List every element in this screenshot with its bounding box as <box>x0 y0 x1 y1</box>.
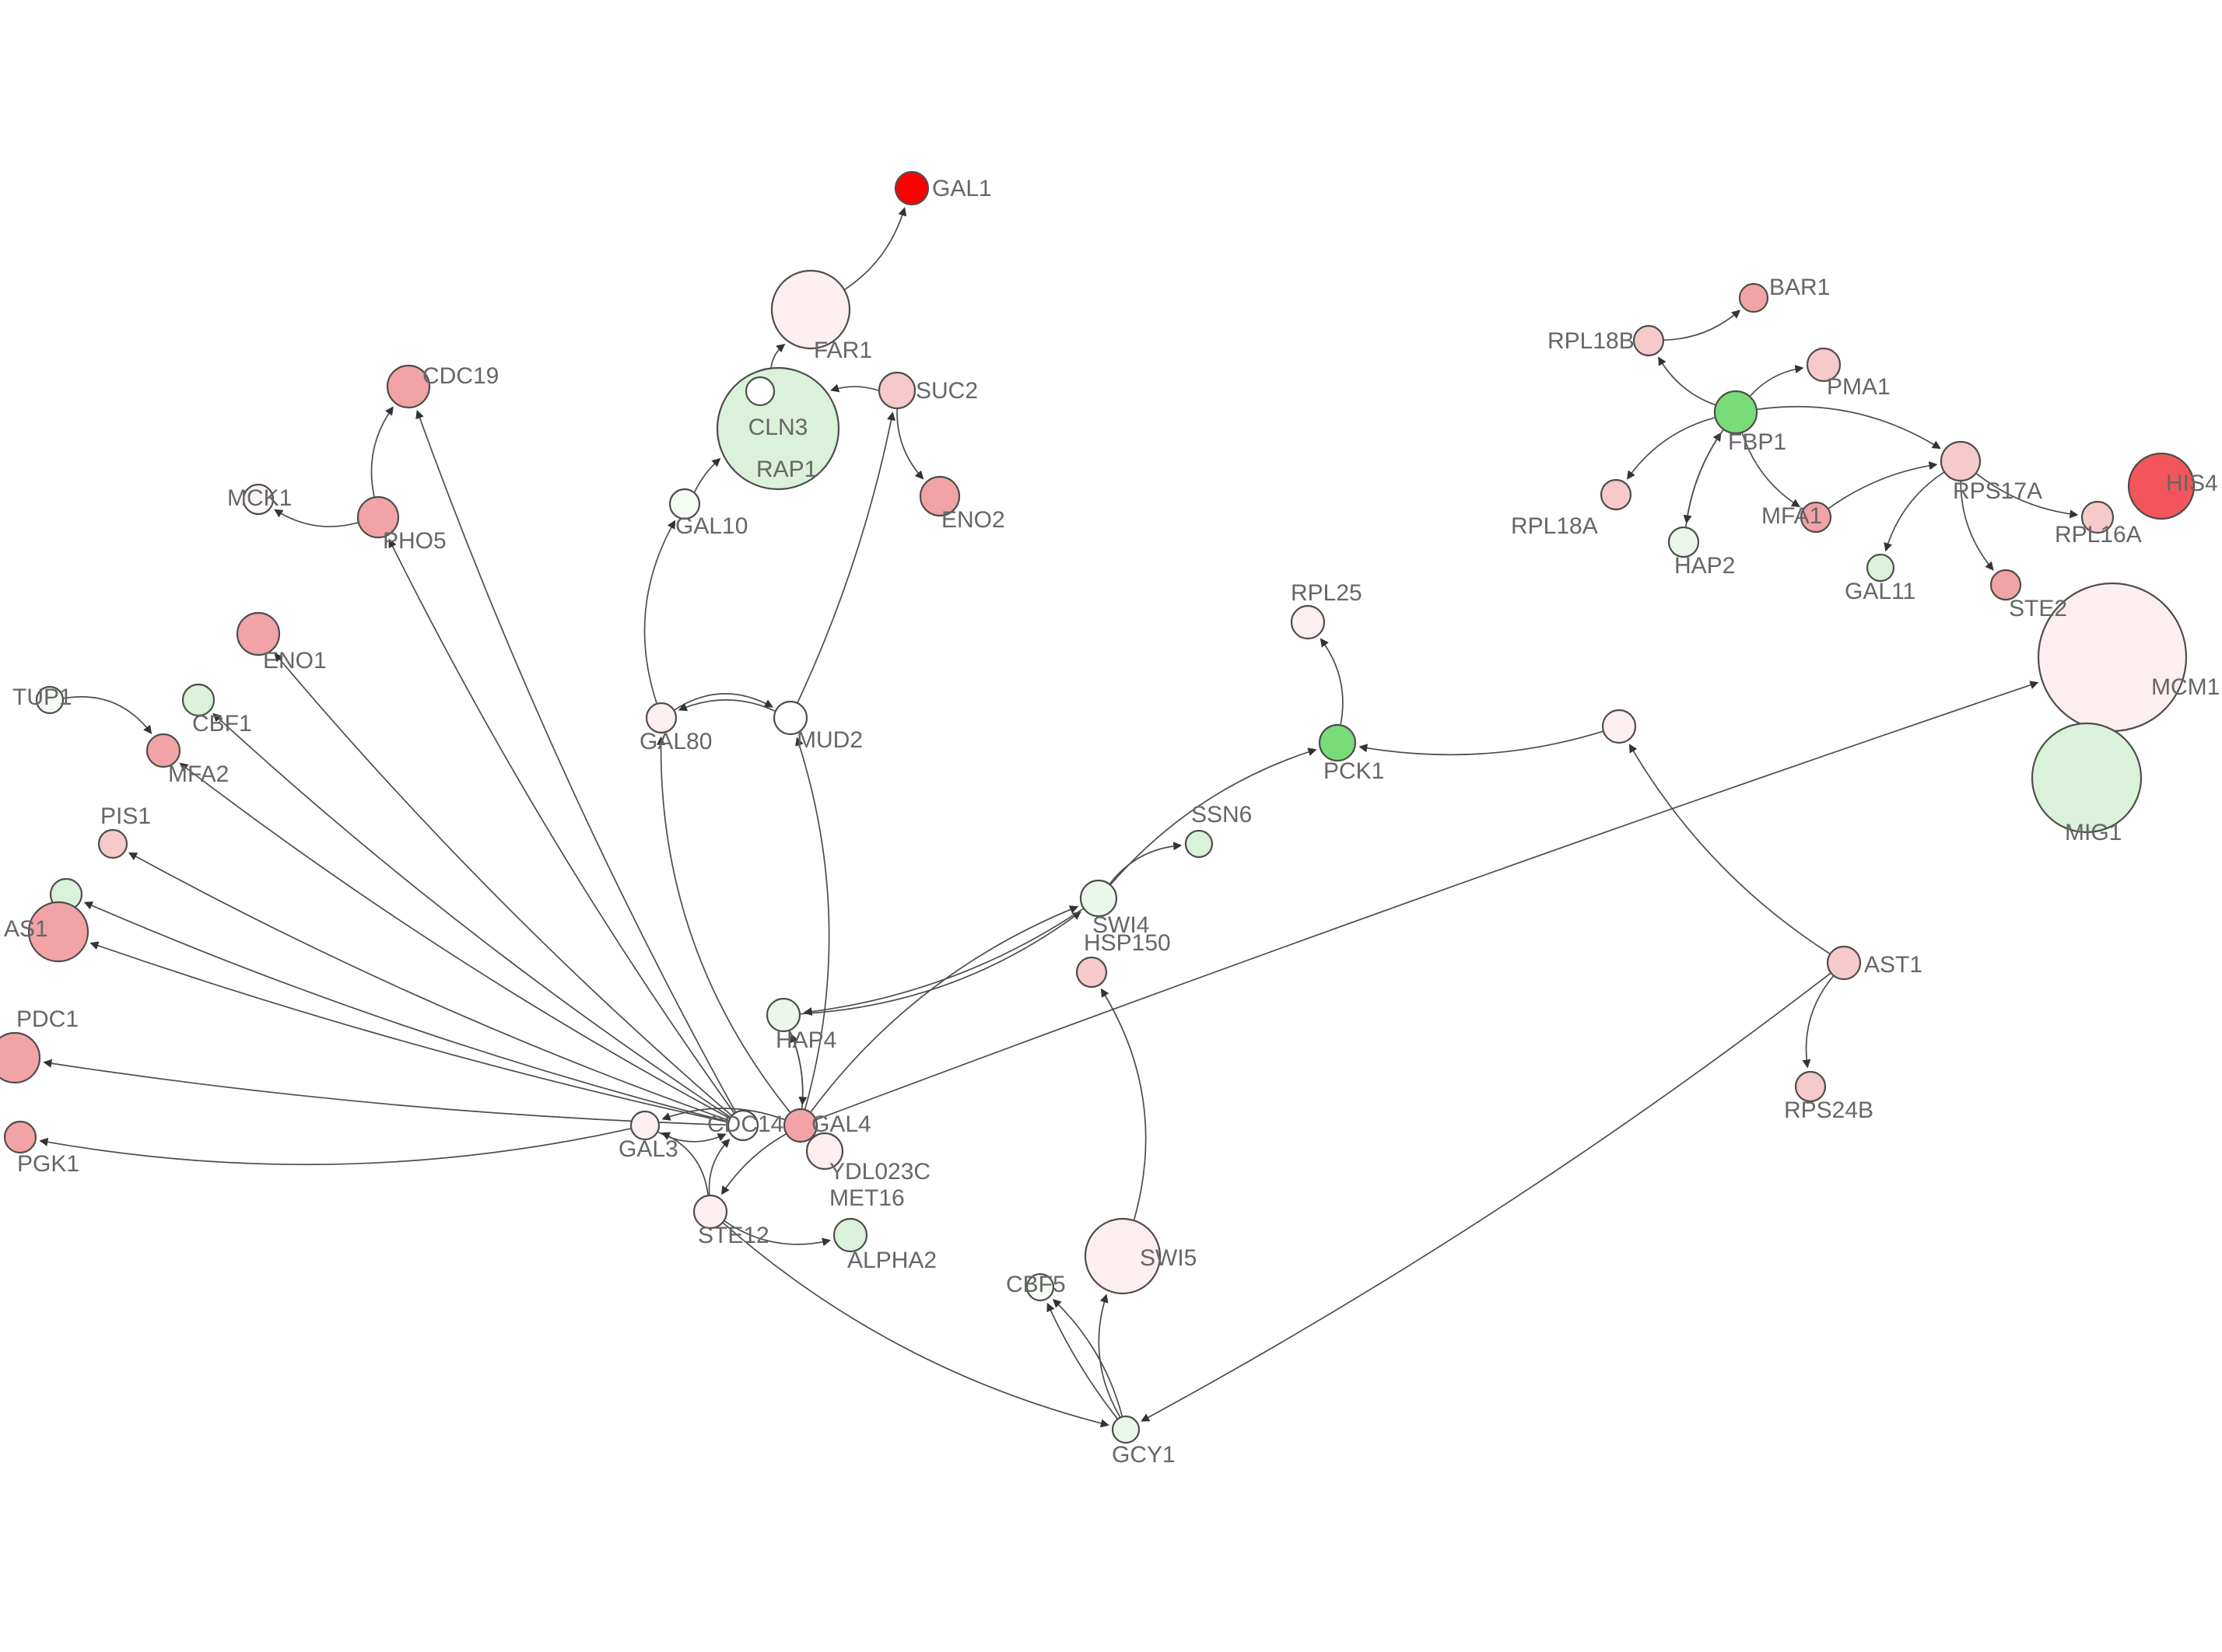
svg-text:HAP2: HAP2 <box>1674 553 1735 579</box>
svg-text:FBP1: FBP1 <box>1728 429 1786 455</box>
svg-text:MUD2: MUD2 <box>797 727 863 753</box>
svg-text:RPL18B: RPL18B <box>1547 328 1635 354</box>
svg-text:SSN6: SSN6 <box>1191 802 1252 828</box>
svg-text:GAL3: GAL3 <box>619 1136 678 1162</box>
svg-text:GAL80: GAL80 <box>640 729 712 754</box>
svg-text:PCK1: PCK1 <box>1323 758 1384 784</box>
svg-text:CLN3: CLN3 <box>748 415 808 440</box>
svg-text:GAL11: GAL11 <box>1845 579 1915 604</box>
svg-text:RPL25: RPL25 <box>1291 580 1362 606</box>
svg-text:CDC19: CDC19 <box>422 363 499 389</box>
svg-text:PIS1: PIS1 <box>100 803 151 829</box>
svg-text:GAL4: GAL4 <box>811 1111 871 1137</box>
svg-text:RPS17A: RPS17A <box>1953 478 2042 504</box>
svg-text:AS1: AS1 <box>4 916 48 942</box>
svg-text:RPL18A: RPL18A <box>1511 513 1598 539</box>
svg-text:RPS24B: RPS24B <box>1784 1097 1873 1123</box>
svg-text:HIS4: HIS4 <box>2166 471 2218 496</box>
svg-text:MIG1: MIG1 <box>2065 820 2122 845</box>
svg-text:GAL1: GAL1 <box>932 176 992 201</box>
svg-text:ALPHA2: ALPHA2 <box>847 1248 937 1273</box>
svg-text:SUC2: SUC2 <box>916 378 978 404</box>
svg-text:GCY1: GCY1 <box>1112 1442 1176 1468</box>
svg-text:ENO1: ENO1 <box>263 648 327 674</box>
svg-text:CBF1: CBF1 <box>192 711 252 737</box>
svg-text:RAP1: RAP1 <box>756 457 817 482</box>
svg-text:SWI4: SWI4 <box>1092 912 1149 938</box>
svg-text:MCK1: MCK1 <box>227 485 292 511</box>
svg-text:ENO2: ENO2 <box>941 507 1005 533</box>
svg-text:PGK1: PGK1 <box>17 1151 79 1177</box>
svg-text:MFA2: MFA2 <box>168 761 229 787</box>
svg-text:CBF5: CBF5 <box>1006 1272 1066 1297</box>
svg-text:RPL16A: RPL16A <box>2055 522 2142 548</box>
svg-text:AST1: AST1 <box>1864 952 1922 978</box>
svg-text:CDC14: CDC14 <box>707 1111 783 1137</box>
svg-text:PMA1: PMA1 <box>1827 374 1891 400</box>
svg-text:PDC1: PDC1 <box>16 1006 79 1032</box>
svg-text:BAR1: BAR1 <box>1769 275 1830 300</box>
svg-text:HAP4: HAP4 <box>776 1027 836 1053</box>
svg-text:FAR1: FAR1 <box>814 338 872 363</box>
svg-text:STE12: STE12 <box>698 1223 769 1248</box>
svg-text:GAL10: GAL10 <box>675 513 748 539</box>
svg-text:PHO5: PHO5 <box>383 528 447 554</box>
svg-text:MFA1: MFA1 <box>1761 503 1822 529</box>
svg-text:TUP1: TUP1 <box>12 684 72 710</box>
svg-text:STE2: STE2 <box>2009 596 2067 621</box>
svg-text:MET16: MET16 <box>829 1185 905 1211</box>
svg-text:MCM1: MCM1 <box>2151 674 2220 700</box>
svg-text:SWI5: SWI5 <box>1140 1245 1197 1271</box>
svg-text:YDL023C: YDL023C <box>829 1159 931 1185</box>
